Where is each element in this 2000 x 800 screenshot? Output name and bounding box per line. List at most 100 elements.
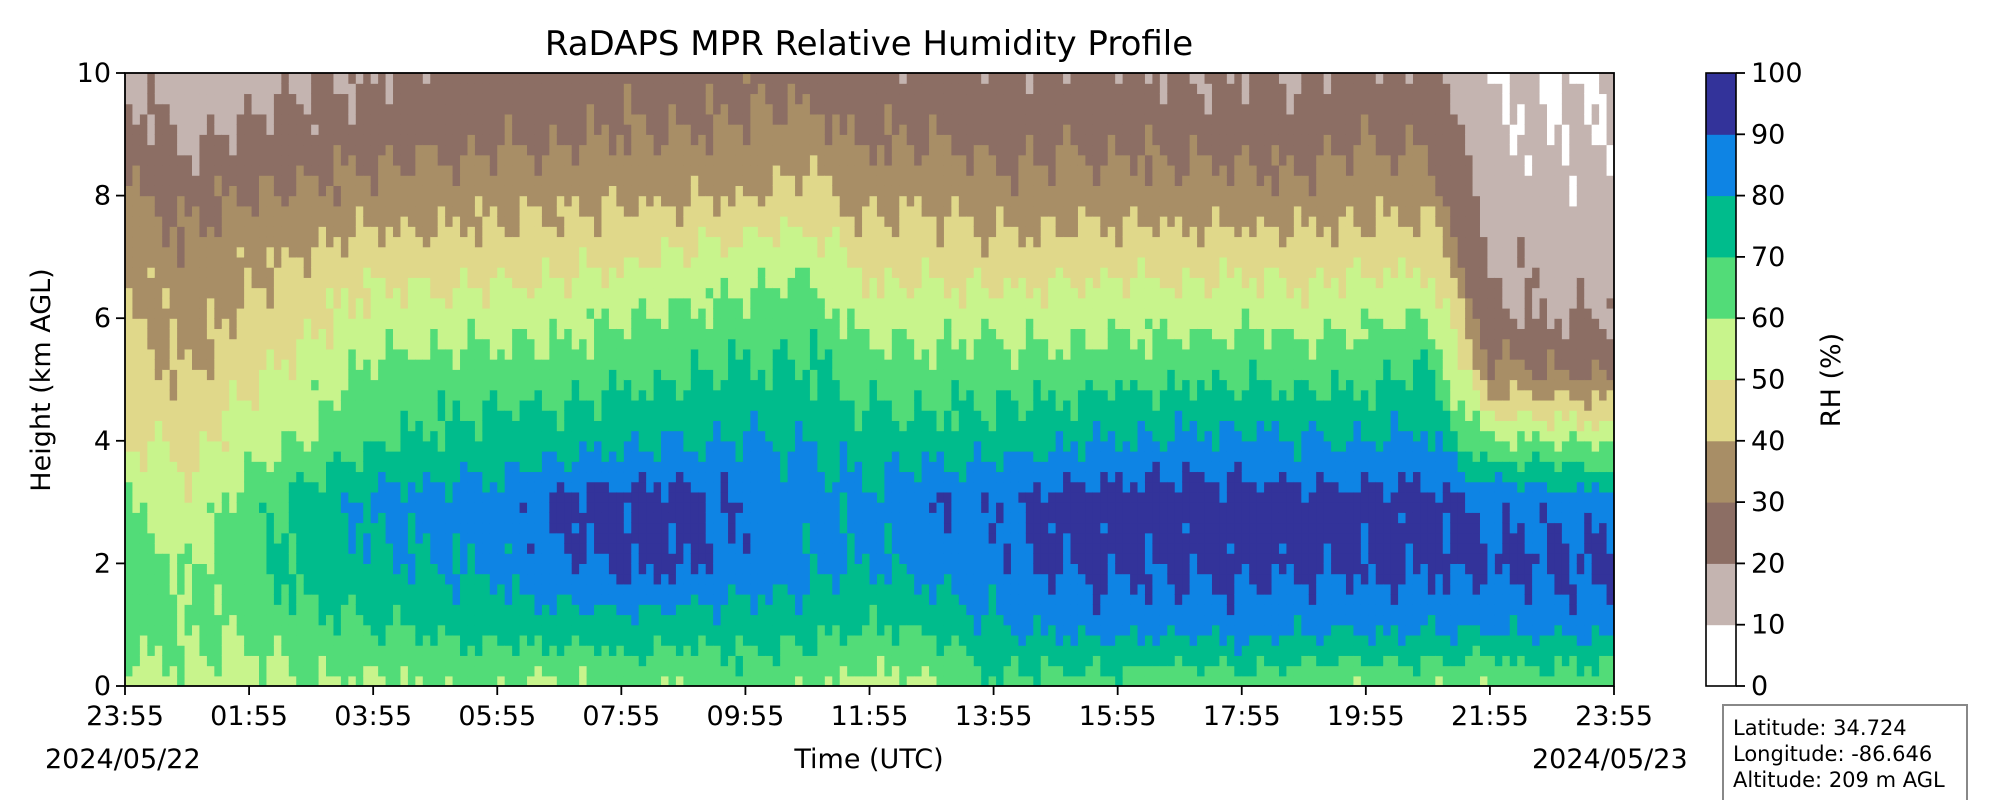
rh-cell: [556, 369, 565, 381]
rh-cell: [281, 216, 290, 227]
rh-cell: [385, 655, 394, 667]
rh-cell: [631, 563, 640, 575]
rh-cell: [184, 175, 193, 186]
rh-cell: [296, 154, 305, 166]
rh-cell: [489, 175, 498, 186]
rh-cell: [430, 297, 439, 309]
rh-cell: [333, 675, 342, 686]
rh-cell: [668, 277, 677, 289]
rh-cell: [363, 420, 372, 432]
rh-cell: [497, 451, 506, 462]
rh-cell: [705, 134, 714, 146]
rh-cell: [601, 348, 610, 360]
rh-cell: [541, 236, 550, 248]
rh-cell: [512, 491, 521, 503]
rh-cell: [244, 113, 253, 125]
rh-cell: [616, 267, 625, 278]
rh-cell: [690, 634, 699, 646]
rh-cell: [646, 246, 655, 258]
rh-cell: [370, 256, 379, 268]
rh-cell: [318, 277, 327, 289]
rh-cell: [407, 144, 416, 156]
rh-cell: [608, 236, 617, 248]
rh-cell: [608, 461, 617, 473]
rh-cell: [355, 277, 364, 289]
rh-cell: [467, 481, 476, 493]
rh-cell: [333, 113, 342, 125]
rh-cell: [586, 522, 595, 534]
rh-cell: [452, 420, 461, 432]
rh-cell: [385, 216, 394, 227]
rh-cell: [355, 113, 364, 125]
rh-cell: [125, 420, 134, 432]
rh-cell: [452, 236, 461, 248]
rh-cell: [177, 451, 186, 462]
rh-cell: [512, 451, 521, 462]
rh-cell: [586, 542, 595, 554]
rh-cell: [378, 461, 387, 473]
rh-cell: [638, 410, 647, 421]
rh-cell: [229, 236, 238, 248]
rh-cell: [177, 624, 186, 636]
rh-cell: [534, 124, 543, 135]
rh-cell: [690, 471, 699, 483]
rh-cell: [549, 481, 558, 493]
rh-cell: [169, 359, 178, 370]
rh-cell: [296, 277, 305, 289]
rh-cell: [675, 338, 684, 350]
rh-cell: [497, 614, 506, 626]
rh-cell: [370, 124, 379, 135]
rh-cell: [184, 185, 193, 197]
rh-cell: [437, 369, 446, 381]
rh-cell: [378, 328, 387, 340]
rh-cell: [378, 154, 387, 166]
rh-cell: [199, 113, 208, 125]
rh-cell: [519, 379, 528, 391]
rh-cell: [675, 665, 684, 677]
rh-cell: [139, 73, 148, 84]
rh-cell: [728, 205, 737, 217]
rh-cell: [236, 124, 245, 135]
rh-cell: [616, 113, 625, 125]
rh-cell: [147, 399, 156, 411]
rh-cell: [154, 542, 163, 554]
rh-cell: [623, 287, 632, 299]
rh-cell: [393, 645, 402, 656]
rh-cell: [378, 634, 387, 646]
rh-cell: [616, 134, 625, 146]
rh-cell: [244, 440, 253, 452]
rh-cell: [504, 124, 513, 135]
rh-cell: [281, 185, 290, 197]
rh-cell: [125, 307, 134, 319]
rh-cell: [363, 655, 372, 667]
rh-cell: [340, 267, 349, 278]
rh-cell: [720, 440, 729, 452]
rh-cell: [571, 103, 580, 115]
rh-cell: [206, 348, 215, 360]
rh-cell: [288, 164, 297, 176]
rh-cell: [139, 553, 148, 564]
rh-cell: [348, 522, 357, 534]
rh-cell: [720, 277, 729, 289]
rh-cell: [311, 583, 320, 595]
rh-cell: [705, 583, 714, 595]
rh-cell: [311, 267, 320, 278]
rh-cell: [154, 175, 163, 186]
rh-cell: [594, 634, 603, 646]
rh-cell: [728, 583, 737, 595]
rh-cell: [415, 614, 424, 626]
rh-cell: [154, 634, 163, 646]
rh-cell: [467, 195, 476, 207]
rh-cell: [318, 542, 327, 554]
rh-cell: [497, 532, 506, 544]
rh-cell: [407, 665, 416, 677]
rh-cell: [162, 502, 171, 513]
rh-cell: [556, 604, 565, 616]
rh-cell: [653, 491, 662, 503]
rh-cell: [199, 164, 208, 176]
rh-cell: [154, 287, 163, 299]
rh-cell: [661, 175, 670, 186]
rh-cell: [192, 532, 201, 544]
rh-cell: [571, 604, 580, 616]
rh-cell: [206, 73, 215, 84]
